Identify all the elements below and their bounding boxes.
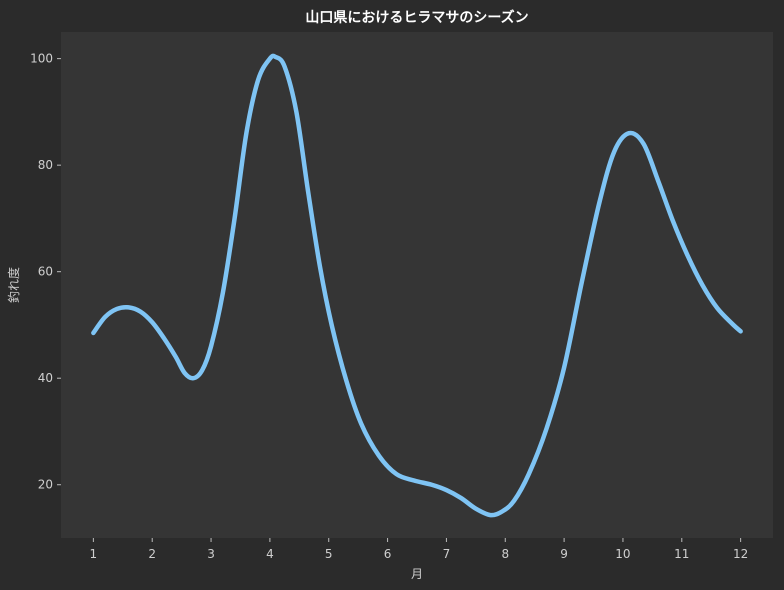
x-tick-label: 11 xyxy=(674,547,689,561)
y-tick-label: 60 xyxy=(38,265,53,279)
y-tick-label: 100 xyxy=(30,52,53,66)
y-tick-label: 40 xyxy=(38,371,53,385)
x-tick-label: 5 xyxy=(325,547,333,561)
y-tick-label: 20 xyxy=(38,478,53,492)
chart-title: 山口県におけるヒラマサのシーズン xyxy=(305,9,528,26)
x-tick-label: 10 xyxy=(615,547,630,561)
series-group xyxy=(91,53,743,518)
y-axis-label: 釣れ度 xyxy=(6,267,21,303)
y-axis-ticks: 20 40 60 80 100 xyxy=(30,52,61,492)
series-line xyxy=(91,53,743,518)
x-tick-label: 4 xyxy=(266,547,274,561)
y-tick-label: 80 xyxy=(38,158,53,172)
x-tick-label: 6 xyxy=(384,547,392,561)
x-tick-label: 1 xyxy=(90,547,98,561)
x-tick-label: 8 xyxy=(501,547,509,561)
x-tick-label: 3 xyxy=(207,547,215,561)
x-axis-label: 月 xyxy=(411,567,423,581)
x-axis-ticks: 1 2 3 4 5 6 7 8 9 10 11 12 xyxy=(90,538,748,561)
x-tick-label: 7 xyxy=(443,547,451,561)
plot-area xyxy=(61,32,773,538)
x-tick-label: 12 xyxy=(733,547,748,561)
x-tick-label: 9 xyxy=(560,547,568,561)
x-tick-label: 2 xyxy=(148,547,156,561)
